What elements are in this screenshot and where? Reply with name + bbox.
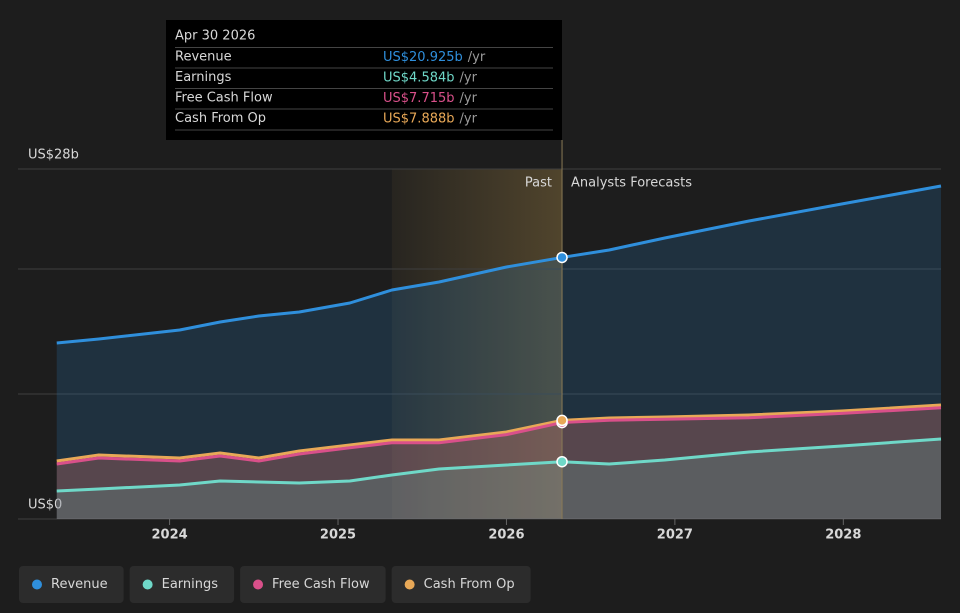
x-tick-label: 2028 [825, 528, 861, 543]
line [56, 403, 942, 463]
marker [556, 414, 568, 427]
legend-box [19, 566, 124, 603]
tooltip-unit: /yr [460, 91, 478, 106]
tooltip-value: US$7.715b/yr [383, 91, 478, 106]
line [56, 437, 942, 493]
area [56, 407, 941, 519]
x-tick-label: 2025 [320, 528, 356, 543]
legend-swatch [32, 579, 42, 590]
legend-box [129, 566, 235, 603]
marker [556, 251, 568, 264]
legend-swatch [404, 579, 415, 590]
tooltip-value-number: US$7.888b [383, 111, 455, 126]
tooltip-name: Free Cash Flow [175, 91, 273, 106]
area [56, 439, 941, 519]
legend-label: Free Cash Flow [272, 577, 370, 592]
marker [556, 455, 568, 468]
legend-label: Cash From Op [424, 577, 515, 592]
legend-label: Earnings [162, 577, 219, 592]
legend-box [240, 566, 386, 603]
area [56, 405, 941, 519]
tooltip-name: Revenue [175, 50, 232, 65]
legend-item[interactable]: Earnings [129, 566, 235, 603]
legend-box [391, 566, 531, 603]
past-band [391, 169, 563, 519]
tooltip-value: US$7.888b/yr [383, 111, 478, 126]
tooltip-value-number: US$4.584b [383, 70, 455, 85]
legend-item[interactable]: Revenue [19, 566, 124, 603]
tooltip-unit: /yr [468, 50, 486, 65]
y-tick-label: US$0 [28, 498, 62, 513]
tooltip-box [166, 20, 562, 140]
tooltip-name: Earnings [175, 70, 232, 85]
legend-item[interactable]: Cash From Op [391, 566, 531, 603]
area [56, 186, 941, 519]
legend-swatch [253, 579, 264, 590]
line [56, 184, 942, 345]
forecast-label: Analysts Forecasts [571, 176, 692, 191]
tooltip-unit: /yr [460, 111, 478, 126]
tooltip-value: US$4.584b/yr [383, 70, 478, 85]
legend-item[interactable]: Free Cash Flow [240, 566, 386, 603]
line [56, 406, 942, 466]
tooltip-date: Apr 30 2026 [175, 29, 255, 44]
legend-swatch [142, 579, 153, 590]
tooltip-value-number: US$7.715b [383, 91, 455, 106]
tooltip-name: Cash From Op [175, 111, 266, 126]
x-tick-label: 2026 [488, 528, 524, 543]
tooltip-value: US$20.925b/yr [383, 50, 486, 65]
tooltip-value-number: US$20.925b [383, 50, 463, 65]
x-tick-label: 2024 [151, 528, 187, 543]
tooltip-unit: /yr [460, 70, 478, 85]
legend-label: Revenue [51, 577, 108, 592]
past-label: Past [525, 176, 552, 191]
y-tick-label: US$28b [28, 148, 79, 163]
x-tick-label: 2027 [657, 528, 693, 543]
